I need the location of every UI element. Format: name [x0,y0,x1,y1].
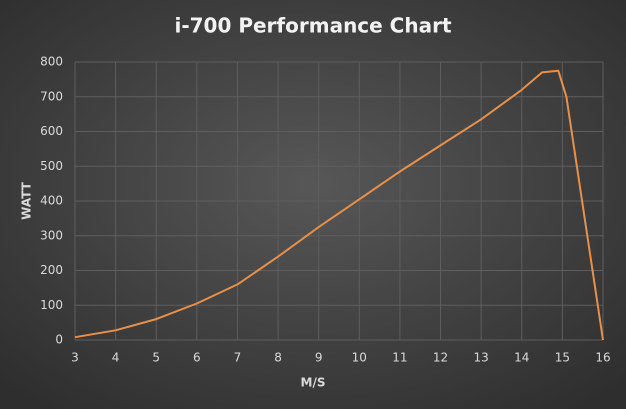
plot [74,69,604,341]
y-axis-title: WATT [20,181,34,220]
y-tick-label: 800 [40,55,63,69]
y-tick-label: 0 [55,333,63,347]
y-tick-label: 300 [40,228,63,242]
x-tick-label: 4 [112,351,120,365]
x-tick-label: 12 [433,351,448,365]
x-tick-label: 3 [71,351,79,365]
y-tick-label: 500 [40,159,63,173]
x-tick-label: 8 [274,351,282,365]
y-tick-label: 200 [40,263,63,277]
x-tick-label: 15 [555,351,570,365]
x-axis-title: M/S [301,376,326,390]
x-tick-label: 10 [352,351,367,365]
line [74,69,604,341]
x-tick-label: 9 [315,351,323,365]
x-tick-label: 5 [152,351,160,365]
x-tick-label: 16 [595,351,610,365]
y-tick-label: 700 [40,89,63,103]
chart-title: i-700 Performance Chart [174,14,451,38]
x-tick-label: 14 [514,351,529,365]
x-tick-label: 11 [392,351,407,365]
y-tick-label: 100 [40,298,63,312]
x-tick-label: 13 [474,351,489,365]
x-tick-label: 6 [193,351,201,365]
grid [74,61,604,341]
y-tick-label: 400 [40,194,63,208]
x-tick-label: 7 [234,351,242,365]
y-tick-label: 600 [40,124,63,138]
